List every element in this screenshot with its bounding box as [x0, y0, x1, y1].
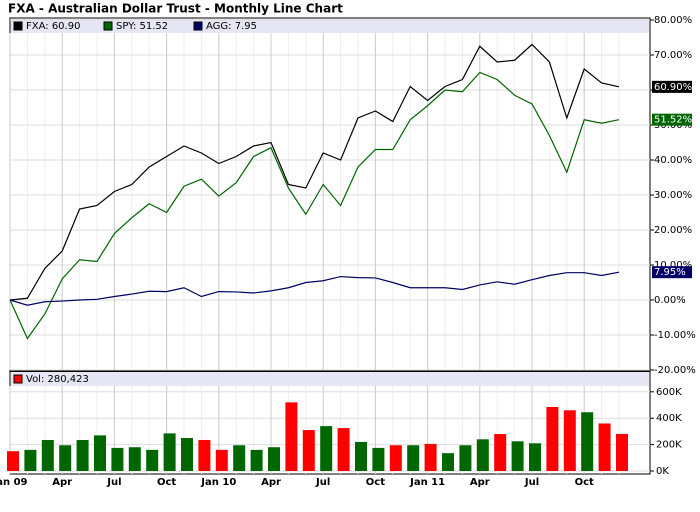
- legend-band: [11, 19, 649, 33]
- volume-bar: [616, 433, 628, 471]
- end-label: 51.52%: [654, 115, 692, 126]
- volume-bar: [355, 441, 367, 471]
- x-tick-label: Apr: [52, 477, 72, 488]
- x-tick-label: Oct: [157, 477, 176, 488]
- y-tick-label: 80.00%: [654, 15, 692, 26]
- legend-label: AGG: 7.95: [206, 21, 257, 32]
- volume-bar: [511, 441, 524, 471]
- legend-label: Vol: 280,423: [26, 374, 89, 385]
- legend-label: SPY: 51.52: [116, 21, 168, 32]
- volume-bar: [163, 433, 176, 471]
- y-tick-label: 400K: [656, 413, 682, 424]
- volume-bar: [268, 447, 280, 471]
- end-label: 7.95%: [654, 267, 686, 278]
- x-tick-label: Jul: [106, 477, 121, 488]
- x-tick-label: Oct: [575, 477, 594, 488]
- series-line: [9, 43, 620, 301]
- volume-bar: [59, 445, 72, 471]
- x-tick-label: Apr: [261, 477, 281, 488]
- x-tick-label: Jan 11: [409, 477, 445, 488]
- volume-bar: [424, 443, 437, 471]
- y-tick-label: 20.00%: [654, 225, 692, 236]
- y-tick-label: 30.00%: [654, 190, 692, 201]
- end-label-box: [652, 80, 692, 93]
- volume-bar: [111, 447, 124, 471]
- volume-bar: [320, 426, 333, 471]
- x-tick-label: Jan 09: [0, 477, 28, 488]
- legend-swatch: [193, 21, 203, 31]
- end-label: 60.90%: [654, 82, 692, 93]
- volume-bar: [198, 439, 211, 471]
- volume-bar: [529, 443, 541, 471]
- x-tick-label: Oct: [366, 477, 385, 488]
- y-tick-label: 600K: [656, 387, 682, 398]
- volume-bar: [389, 445, 402, 471]
- volume-bar: [128, 447, 141, 471]
- volume-bar: [24, 449, 37, 471]
- y-tick-label: -20.00%: [654, 365, 696, 376]
- volume-legend-band: [11, 372, 649, 386]
- volume-bar: [285, 402, 298, 471]
- volume-bar: [302, 430, 315, 471]
- x-tick-label: Jul: [524, 477, 539, 488]
- y-tick-label: 0K: [656, 466, 669, 477]
- volume-bar: [581, 412, 594, 471]
- y-tick-label: 70.00%: [654, 50, 692, 61]
- series-line: [9, 71, 620, 340]
- volume-bar: [76, 439, 89, 471]
- volume-bar: [146, 449, 159, 471]
- volume-bar: [372, 447, 385, 471]
- volume-bar: [598, 423, 611, 471]
- volume-bar: [546, 406, 559, 471]
- end-label-box: [652, 266, 692, 279]
- volume-bar: [476, 439, 489, 471]
- legend-label: FXA: 60.90: [26, 21, 80, 32]
- volume-bar: [233, 445, 246, 471]
- volume-bar: [442, 453, 454, 471]
- y-tick-label: 10.00%: [654, 260, 692, 271]
- y-tick-label: 0.00%: [654, 295, 686, 306]
- y-tick-label: 200K: [656, 440, 682, 451]
- volume-bar: [459, 445, 472, 471]
- volume-bar: [407, 445, 420, 471]
- volume-bar: [94, 435, 106, 471]
- grid: [9, 19, 650, 474]
- chart-title: FXA - Australian Dollar Trust - Monthly …: [8, 2, 343, 16]
- volume-bar: [41, 439, 54, 471]
- legend-swatch: [103, 21, 113, 31]
- legend-swatch: [13, 374, 23, 384]
- volume-bar: [494, 434, 507, 471]
- end-label-box: [652, 113, 692, 126]
- y-tick-label: -10.00%: [654, 330, 696, 341]
- legend-swatch: [13, 21, 23, 31]
- volume-bar: [7, 451, 19, 471]
- x-tick-label: Jan 10: [200, 477, 236, 488]
- volume-bar: [337, 428, 350, 471]
- series-line: [9, 271, 620, 306]
- x-tick-label: Jul: [315, 477, 330, 488]
- y-tick-label: 40.00%: [654, 155, 692, 166]
- volume-bar: [181, 438, 193, 471]
- volume-bar: [563, 410, 576, 471]
- x-tick-label: Apr: [470, 477, 490, 488]
- volume-bar: [215, 449, 228, 471]
- volume-bar: [250, 449, 263, 471]
